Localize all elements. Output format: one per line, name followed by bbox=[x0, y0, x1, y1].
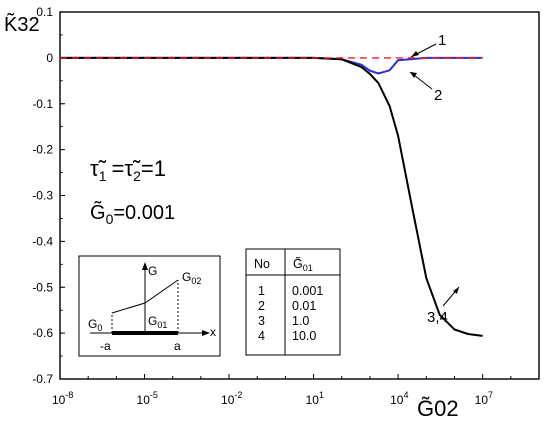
y-tick-label: -0.1 bbox=[32, 97, 53, 111]
table-cell-value: 10.0 bbox=[292, 329, 316, 343]
x-tick-label: 101 bbox=[306, 390, 324, 407]
table-cell-no: 2 bbox=[258, 299, 265, 313]
x-axis: 10-8 10-5 10-2 101 104 107 bbox=[52, 374, 540, 407]
inset-g-axis-arrow bbox=[142, 262, 148, 270]
y-tick-label: 0.1 bbox=[36, 5, 53, 19]
curve-2-arrowhead bbox=[410, 72, 417, 78]
y-tick-label: -0.6 bbox=[32, 326, 53, 340]
y-tick-label: 0 bbox=[46, 51, 53, 65]
g0-annotation: G̃0=0.001 bbox=[90, 201, 175, 227]
y-tick-label: -0.7 bbox=[32, 372, 53, 386]
table-cell-value: 0.01 bbox=[292, 299, 316, 313]
inset-schematic: G x G0 G01 G02 -a a bbox=[78, 255, 221, 357]
x-tick-label: 107 bbox=[475, 390, 493, 407]
curve-34-arrowhead bbox=[453, 287, 459, 294]
parameter-table: No G̃01 1 0.001 2 0.01 3 1.0 4 10.0 bbox=[245, 248, 341, 356]
inset-x-axis-label: x bbox=[210, 325, 216, 339]
series-layer bbox=[60, 56, 483, 337]
inset-g01-label: G01 bbox=[148, 314, 167, 330]
curve-label-1: 1 bbox=[438, 32, 446, 49]
curve-label-3-4: 3,4 bbox=[427, 309, 448, 326]
inset-minus-a-label: -a bbox=[100, 339, 111, 353]
y-tick-label: -0.2 bbox=[32, 143, 53, 157]
inset-x-axis-arrow bbox=[202, 330, 210, 336]
inset-g0-label: G0 bbox=[88, 317, 102, 333]
y-tick-label: -0.3 bbox=[32, 189, 53, 203]
tau-annotation: τ̃1 =τ̃2=1 bbox=[90, 156, 166, 184]
table-cell-no: 3 bbox=[258, 314, 265, 328]
table-frame bbox=[245, 248, 341, 356]
table-cell-value: 0.001 bbox=[292, 284, 323, 298]
x-tick-label: 10-5 bbox=[137, 390, 158, 407]
inset-g-axis-label: G bbox=[148, 264, 157, 278]
table-header-g01: G̃01 bbox=[293, 256, 313, 273]
series-3-line bbox=[60, 56, 483, 337]
inset-g02-label: G02 bbox=[182, 270, 201, 286]
inset-plus-a-label: a bbox=[174, 339, 181, 353]
y-tick-label: -0.4 bbox=[32, 234, 53, 248]
y-axis: 0.1 0 -0.1 -0.2 -0.3 -0.4 -0.5 -0.6 -0.7 bbox=[32, 5, 65, 386]
x-tick-label: 10-2 bbox=[221, 390, 242, 407]
y-axis-label: K̃32 bbox=[4, 13, 40, 36]
x-tick-label: 104 bbox=[390, 390, 408, 407]
x-tick-label: 10-8 bbox=[52, 390, 73, 407]
table-rows: 1 0.001 2 0.01 3 1.0 4 10.0 bbox=[258, 284, 323, 343]
curve-label-2: 2 bbox=[434, 87, 442, 104]
table-cell-no: 4 bbox=[258, 329, 265, 343]
table-cell-value: 1.0 bbox=[292, 314, 309, 328]
series-2-line bbox=[60, 56, 483, 75]
table-cell-no: 1 bbox=[258, 284, 265, 298]
table-header-no: No bbox=[254, 257, 270, 271]
inset-frame bbox=[78, 255, 221, 357]
inset-g-profile bbox=[111, 279, 179, 314]
y-tick-label: -0.5 bbox=[32, 280, 53, 294]
x-axis-label: G̃02 bbox=[417, 396, 459, 421]
curve-1-arrowhead bbox=[411, 51, 419, 57]
